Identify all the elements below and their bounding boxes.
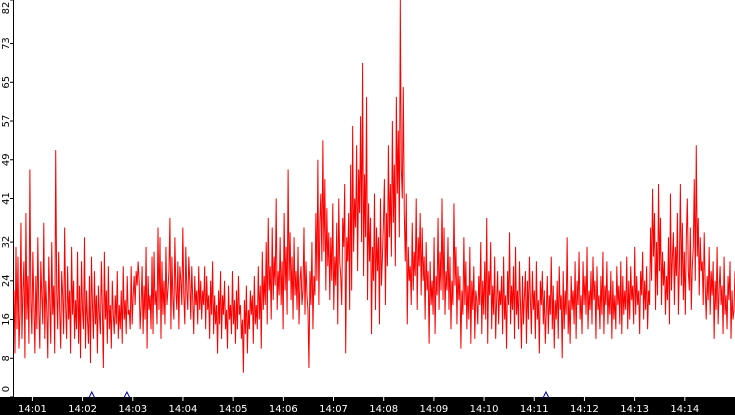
x-axis-band [0,397,735,415]
x-tick-label: 14:10 [470,404,499,415]
series-layer [13,0,735,373]
y-tick-label: 65 [1,76,12,89]
x-tick-label: 14:11 [520,404,549,415]
x-tick-label: 14:13 [620,404,649,415]
y-tick-label: 16 [1,313,12,326]
x-tick-label: 14:08 [369,404,398,415]
x-tick-label: 14:03 [118,404,147,415]
y-tick-label: 73 [1,37,12,50]
x-tick-label: 14:07 [319,404,348,415]
event-marker [123,390,131,399]
x-tick-label: 14:09 [419,404,448,415]
x-tick-label: 14:02 [68,404,97,415]
y-tick-label: 0 [1,386,12,392]
y-tick-label: 41 [1,192,12,205]
x-tick-label: 14:01 [18,404,47,415]
y-tick-label: 82 [1,2,12,15]
x-tick-label: 14:12 [570,404,599,415]
y-tick-label: 49 [1,153,12,166]
x-axis: 14:01 14:02 14:03 14:04 14:05 14:06 14:07 14:08… [18,397,699,415]
x-tick-label: 14:05 [219,404,248,415]
event-marker [542,390,550,399]
y-tick-label: 24 [1,274,12,287]
x-tick-label: 14:06 [269,404,298,415]
series-line-0 [13,0,735,373]
event-markers [88,390,550,399]
y-tick-label: 32 [1,236,12,249]
x-tick-label: 14:04 [169,404,198,415]
y-tick-label: 57 [1,115,12,128]
y-tick-label: 8 [1,355,12,361]
y-axis: 0 8 16 24 32 41 49 57 65 73 82 [1,0,14,398]
x-tick-label: 14:14 [670,404,699,415]
event-marker [88,390,96,399]
